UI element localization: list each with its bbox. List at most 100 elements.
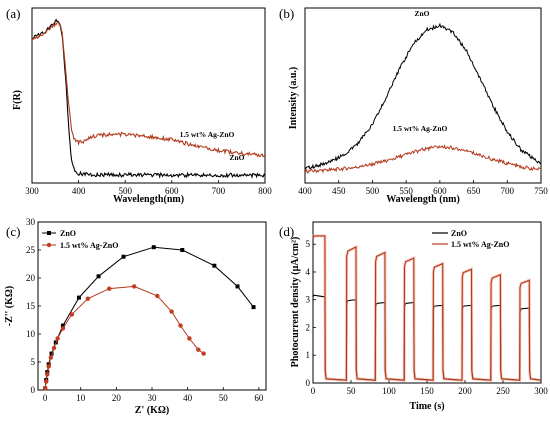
panel-d-legend-ag-zno-label: 1.5 wt% Ag-ZnO <box>451 240 509 249</box>
panel-b-xlabel: Wavelength (nm) <box>386 194 460 205</box>
panel-b-xtick-label: 500 <box>366 186 380 196</box>
panel-c-xtick-label: 40 <box>183 393 193 403</box>
panel-d-xtick-label: 300 <box>534 386 548 396</box>
panel-c-ag-zno-point <box>201 351 206 356</box>
panel-a-xtick-label: 700 <box>212 186 226 196</box>
panel-d-xtick-label: 100 <box>382 386 396 396</box>
panel-c-xtick-label: 0 <box>43 393 48 403</box>
panel-a-xtick-label: 300 <box>25 186 39 196</box>
panel-c-xtick-label: 20 <box>112 393 122 403</box>
panel-d-ytick-label: 4 <box>306 267 311 277</box>
panel-c-ag-zno-point <box>178 323 183 328</box>
panel-c-ag-zno-point <box>187 336 192 341</box>
panel-d-ytick-label: 3 <box>306 295 311 305</box>
panel-c-ag-zno-point <box>45 372 50 377</box>
panel-b-annotation-ag-zno: 1.5 wt% Ag-ZnO <box>393 124 448 133</box>
panel-d-xtick-label: 50 <box>347 386 357 396</box>
panel-d-ytick-label: 0 <box>306 378 311 388</box>
panel-c-legend-ag-zno-label: 1.5 wt% Ag-ZnO <box>60 241 118 250</box>
panel-a-ylabel: F(R) <box>12 90 23 110</box>
panel-c-ag-zno-point <box>69 312 75 317</box>
panel-c-ytick-label: 25 <box>26 245 36 255</box>
panel-b-label: (b) <box>279 6 294 21</box>
panel-a-xlabel: Wavelength(nm) <box>113 194 184 205</box>
panel-b-xtick-label: 700 <box>501 186 515 196</box>
panel-d-label: (d) <box>279 224 294 239</box>
panel-a-xtick-label: 400 <box>72 186 86 196</box>
panel-b-xtick-label: 550 <box>399 186 413 196</box>
panel-c-xlabel: Z' (KΩ) <box>135 405 169 416</box>
panel-b-xtick-label: 600 <box>433 186 447 196</box>
panel-c-series-ag-zno-line <box>44 285 204 389</box>
panel-d-ytick-label: 1 <box>306 350 311 360</box>
panel-d-ylabel: Photocurrent density (μA/cm²) <box>290 237 301 368</box>
panel-c-ytick-label: 15 <box>26 301 36 311</box>
panel-c-zno-point <box>251 305 256 310</box>
panel-d-ytick-label: 5 <box>306 239 311 249</box>
panel-a-frame <box>31 7 266 184</box>
panel-c-series-zno-line <box>44 246 254 389</box>
panel-c-ag-zno-point <box>43 379 49 384</box>
panel-c-xtick-label: 10 <box>76 393 86 403</box>
panel-c-zno-point <box>212 263 217 268</box>
panel-a-series-ag-zno-line <box>31 20 266 158</box>
panel-c-ytick-label: 5 <box>31 357 36 367</box>
panel-c-ag-zno-point <box>55 336 60 341</box>
panel-c-ytick-label: 30 <box>26 217 36 227</box>
panel-a-annotation-zno: ZnO <box>229 153 244 162</box>
panel-c-ag-zno-point <box>131 284 137 289</box>
panel-c-ag-zno-point <box>42 386 48 391</box>
panel-a-xtick-label: 600 <box>165 186 179 196</box>
panel-c-ytick-label: 10 <box>26 329 36 339</box>
panel-c-ag-zno-point <box>107 286 112 291</box>
panel-c-ag-zno-point <box>60 326 66 331</box>
panel-c-ag-zno-point <box>85 296 91 301</box>
panel-c-ag-zno-point <box>155 293 160 299</box>
panel-a-xtick-label: 800 <box>258 186 272 196</box>
panel-c-ytick-label: 0 <box>31 385 36 395</box>
panel-c-label: (c) <box>6 224 20 239</box>
panel-b-xtick-label: 450 <box>332 186 346 196</box>
panel-c-zno-point <box>96 274 101 279</box>
panel-d-ytick-label: 2 <box>306 322 311 332</box>
panel-c-zno-point <box>46 362 51 367</box>
panel-a-xtick-label: 500 <box>118 186 132 196</box>
panel-b-xtick-label: 750 <box>534 186 548 196</box>
panel-d-series-ag-zno-line <box>312 235 541 381</box>
panel-c-zno-point <box>180 248 185 252</box>
panel-c-zno-point <box>235 284 240 289</box>
panel-c-xtick-label: 60 <box>254 393 264 403</box>
panel-c-ag-zno-point <box>48 355 54 360</box>
panel-d-xtick-label: 0 <box>311 386 316 396</box>
panel-c-xtick-label: 50 <box>219 393 229 403</box>
panel-c-zno-point <box>121 254 126 259</box>
panel-a-series-zno-line <box>31 18 266 179</box>
panel-d-xtick-label: 200 <box>458 386 472 396</box>
panel-b-series-zno-line <box>304 22 542 170</box>
panel-d-xtick-label: 150 <box>420 386 434 396</box>
panel-c-ylabel: -Z'' (KΩ) <box>4 286 15 327</box>
panel-a-label: (a) <box>6 6 20 21</box>
panel-b-series-ag-zno-line <box>304 143 542 174</box>
panel-b-frame <box>304 7 542 184</box>
panel-c-xtick-label: 30 <box>148 393 158 403</box>
panel-c-legend-zno-marker <box>47 231 51 235</box>
panel-c-zno-point <box>49 351 54 356</box>
panel-c-zno-point <box>76 295 81 300</box>
panel-c-zno-point <box>151 245 156 250</box>
panel-c-zno-point <box>60 323 65 328</box>
panel-d-xtick-label: 250 <box>496 386 510 396</box>
panel-c-ag-zno-point <box>196 347 201 352</box>
panel-c-ag-zno-point <box>51 345 57 351</box>
panel-c-ag-zno-point <box>46 364 51 369</box>
panel-d-xlabel: Time (s) <box>409 401 444 412</box>
panel-b-xtick-label: 400 <box>298 186 312 196</box>
panel-c-ag-zno-point <box>169 309 174 314</box>
panel-b-ylabel: Intensity (a.u.) <box>288 67 299 130</box>
panel-b-annotation-zno: ZnO <box>414 9 429 18</box>
panel-c-ytick-label: 20 <box>26 273 36 283</box>
panel-b-xtick-label: 650 <box>467 186 481 196</box>
panel-c-legend-ag-zno-marker <box>46 242 52 248</box>
panel-d-legend-zno-label: ZnO <box>451 229 467 238</box>
